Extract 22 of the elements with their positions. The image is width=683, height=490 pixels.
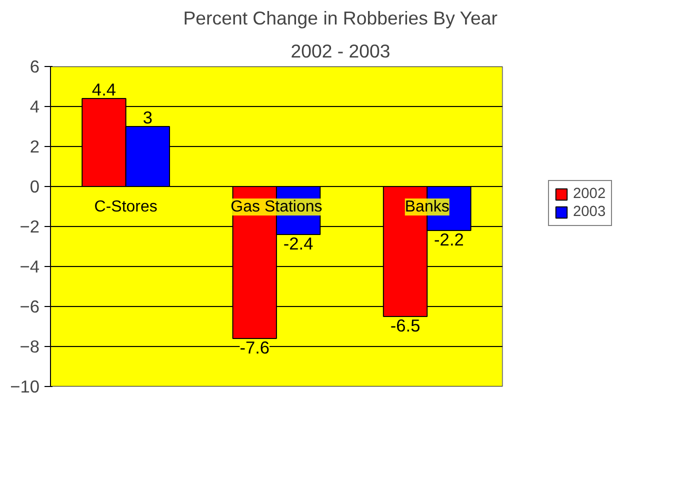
y-tick-label: 0 — [30, 176, 40, 196]
chart-subtitle: 2002 - 2003 — [290, 40, 390, 62]
y-tick-label: 2 — [30, 136, 40, 156]
x-tick-label: Gas Stations — [230, 198, 322, 216]
chart-title: Percent Change in Robberies By Year — [183, 8, 498, 28]
y-tick-label: −6 — [20, 296, 40, 316]
data-label: 4.4 — [92, 80, 116, 100]
x-tick-label: C-Stores — [94, 198, 158, 216]
data-label: -7.6 — [240, 338, 270, 358]
y-tick-label: 6 — [30, 56, 40, 76]
y-tick-label: −2 — [20, 216, 40, 236]
y-tick-label: 4 — [30, 96, 40, 116]
data-label: -6.5 — [390, 316, 420, 336]
legend-label: 2002 — [573, 186, 606, 202]
y-tick-label: −10 — [10, 376, 40, 396]
data-label: -2.4 — [283, 234, 314, 254]
x-tick-label: Banks — [404, 198, 450, 216]
y-tick-label: −8 — [20, 336, 40, 356]
data-label: 3 — [142, 108, 152, 128]
data-label: -2.2 — [434, 230, 464, 250]
legend-label: 2003 — [573, 204, 606, 220]
y-tick-label: −4 — [20, 256, 40, 276]
